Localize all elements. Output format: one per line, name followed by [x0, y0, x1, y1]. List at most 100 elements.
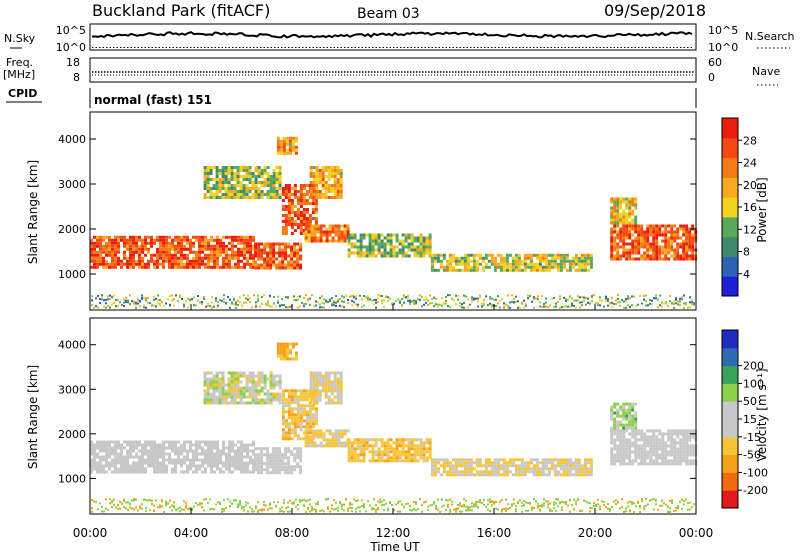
echo-cell — [437, 257, 440, 260]
echo-cell — [542, 461, 545, 464]
echo-cell — [180, 471, 183, 474]
echo-cell — [283, 355, 286, 358]
echo-cell — [231, 254, 234, 257]
echo-cell — [315, 208, 318, 211]
echo-cell — [93, 266, 96, 269]
noise-cell — [231, 302, 233, 304]
echo-cell — [578, 257, 581, 260]
echo-cell — [673, 231, 676, 234]
echo-cell — [108, 251, 111, 254]
noise-cell — [193, 506, 195, 508]
echo-cell — [306, 404, 309, 407]
echo-cell — [625, 243, 628, 246]
echo-cell — [320, 234, 323, 237]
echo-cell — [503, 467, 506, 470]
echo-cell — [655, 429, 658, 432]
echo-cell — [464, 473, 467, 476]
echo-cell — [183, 441, 186, 444]
echo-cell — [277, 146, 280, 149]
echo-cell — [652, 444, 655, 447]
echo-cell — [317, 231, 320, 234]
echo-cell — [269, 465, 272, 468]
echo-cell — [658, 429, 661, 432]
echo-cell — [631, 450, 634, 453]
noise-cell — [431, 298, 433, 300]
echo-cell — [162, 248, 165, 251]
echo-cell — [150, 260, 153, 263]
noise-cell — [429, 303, 431, 305]
echo-cell — [322, 172, 325, 175]
echo-cell — [174, 248, 177, 251]
echo-cell — [263, 246, 266, 249]
echo-cell — [557, 470, 560, 473]
noise-cell — [151, 305, 153, 307]
echo-cell — [613, 237, 616, 240]
echo-cell — [279, 166, 282, 169]
echo-cell — [354, 243, 357, 246]
echo-cell — [231, 257, 234, 260]
echo-cell — [306, 211, 309, 214]
echo-cell — [243, 402, 246, 405]
noise-cell — [421, 296, 423, 298]
echo-cell — [527, 470, 530, 473]
echo-cell — [655, 246, 658, 249]
echo-cell — [246, 178, 249, 181]
echo-cell — [201, 465, 204, 468]
echo-cell — [240, 381, 243, 384]
noise-cell — [157, 295, 159, 297]
echo-cell — [351, 444, 354, 447]
echo-cell — [320, 228, 323, 231]
echo-cell — [278, 243, 281, 246]
echo-cell — [337, 396, 340, 399]
echo-cell — [326, 231, 329, 234]
echo-cell — [183, 450, 186, 453]
echo-cell — [195, 447, 198, 450]
echo-cell — [390, 246, 393, 249]
echo-cell — [539, 254, 542, 257]
noise-cell — [515, 301, 517, 303]
echo-cell — [652, 225, 655, 228]
noise-cell — [435, 298, 437, 300]
echo-cell — [266, 462, 269, 465]
echo-cell — [186, 257, 189, 260]
echo-cell — [249, 257, 252, 260]
echo-cell — [340, 378, 343, 381]
noise-cell — [207, 303, 209, 305]
echo-cell — [254, 453, 257, 456]
noise-cell — [125, 507, 127, 509]
echo-cell — [354, 246, 357, 249]
echo-cell — [126, 453, 129, 456]
noise-cell — [253, 510, 255, 512]
echo-cell — [634, 447, 637, 450]
echo-cell — [679, 432, 682, 435]
noise-cell — [169, 304, 171, 306]
echo-cell — [171, 242, 174, 245]
noise-cell — [91, 299, 93, 301]
echo-cell — [243, 178, 246, 181]
echo-cell — [264, 172, 267, 175]
echo-cell — [530, 470, 533, 473]
echo-cell — [288, 401, 291, 404]
echo-cell — [243, 251, 246, 254]
echo-cell — [634, 456, 637, 459]
echo-cell — [195, 260, 198, 263]
echo-cell — [581, 266, 584, 269]
echo-cell — [316, 375, 319, 378]
echo-cell — [183, 456, 186, 459]
noise-cell — [107, 295, 109, 297]
echo-cell — [646, 243, 649, 246]
echo-cell — [228, 236, 231, 239]
echo-cell — [174, 263, 177, 266]
echo-cell — [625, 444, 628, 447]
echo-cell — [278, 450, 281, 453]
echo-cell — [189, 444, 192, 447]
noise-cell — [293, 295, 295, 297]
echo-cell — [497, 458, 500, 461]
echo-cell — [225, 456, 228, 459]
echo-cell — [685, 435, 688, 438]
echo-cell — [252, 399, 255, 402]
echo-cell — [111, 263, 114, 266]
echo-cell — [554, 467, 557, 470]
echo-cell — [285, 422, 288, 425]
echo-cell — [135, 456, 138, 459]
